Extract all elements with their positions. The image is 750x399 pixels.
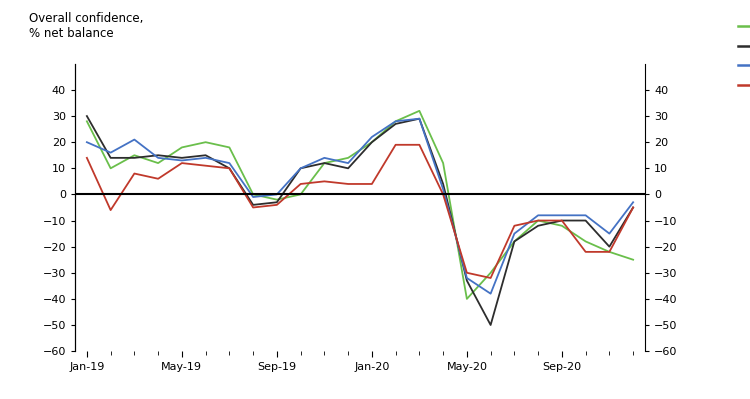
Legend: Manuf., Constr., Retail, Services: Manuf., Constr., Retail, Services: [735, 18, 750, 94]
Text: Overall confidence,
% net balance: Overall confidence, % net balance: [29, 12, 144, 40]
